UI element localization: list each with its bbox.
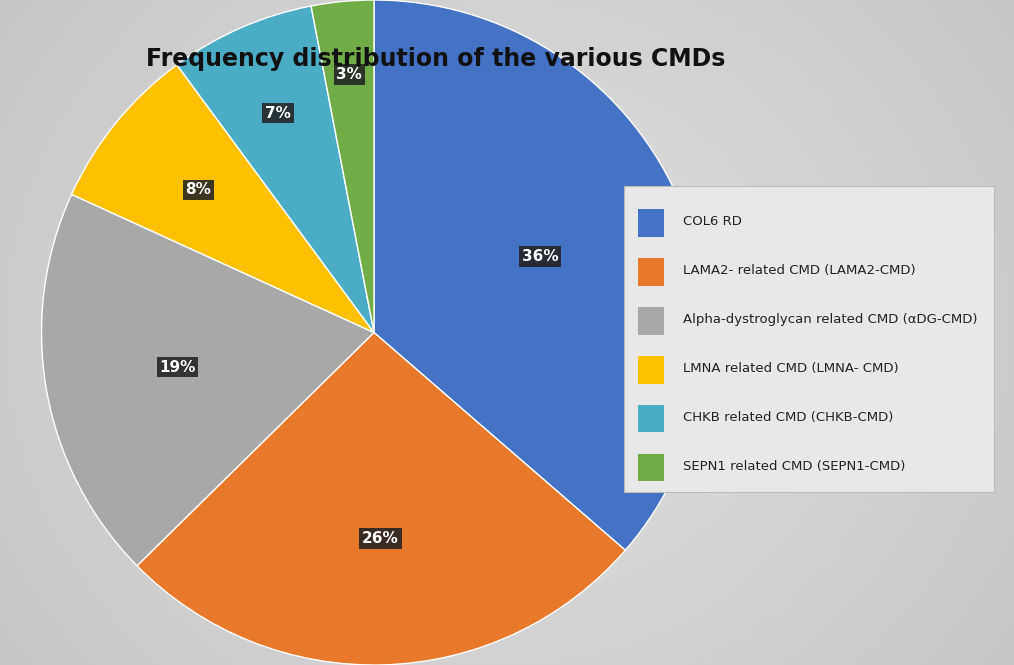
Wedge shape <box>42 194 374 566</box>
FancyBboxPatch shape <box>639 209 664 237</box>
FancyBboxPatch shape <box>639 258 664 286</box>
Text: COL6 RD: COL6 RD <box>682 215 741 228</box>
Wedge shape <box>137 332 626 665</box>
Text: 19%: 19% <box>159 360 196 374</box>
Text: 8%: 8% <box>186 182 212 198</box>
Text: LAMA2- related CMD (LAMA2-CMD): LAMA2- related CMD (LAMA2-CMD) <box>682 264 916 277</box>
Wedge shape <box>72 65 374 332</box>
FancyBboxPatch shape <box>639 405 664 432</box>
FancyBboxPatch shape <box>639 307 664 334</box>
Text: LMNA related CMD (LMNA- CMD): LMNA related CMD (LMNA- CMD) <box>682 362 898 374</box>
Wedge shape <box>176 6 374 332</box>
Text: 26%: 26% <box>362 531 399 546</box>
FancyBboxPatch shape <box>639 454 664 481</box>
Text: Frequency distribution of the various CMDs: Frequency distribution of the various CM… <box>146 47 726 70</box>
Text: 36%: 36% <box>522 249 559 264</box>
Wedge shape <box>311 0 374 332</box>
FancyBboxPatch shape <box>639 356 664 384</box>
Wedge shape <box>374 0 707 550</box>
Text: 7%: 7% <box>265 106 291 120</box>
Text: SEPN1 related CMD (SEPN1-CMD): SEPN1 related CMD (SEPN1-CMD) <box>682 460 906 473</box>
Text: CHKB related CMD (CHKB-CMD): CHKB related CMD (CHKB-CMD) <box>682 411 893 424</box>
Circle shape <box>255 219 514 479</box>
Text: Alpha-dystroglycan related CMD (αDG-CMD): Alpha-dystroglycan related CMD (αDG-CMD) <box>682 313 977 326</box>
Text: 3%: 3% <box>337 66 362 82</box>
